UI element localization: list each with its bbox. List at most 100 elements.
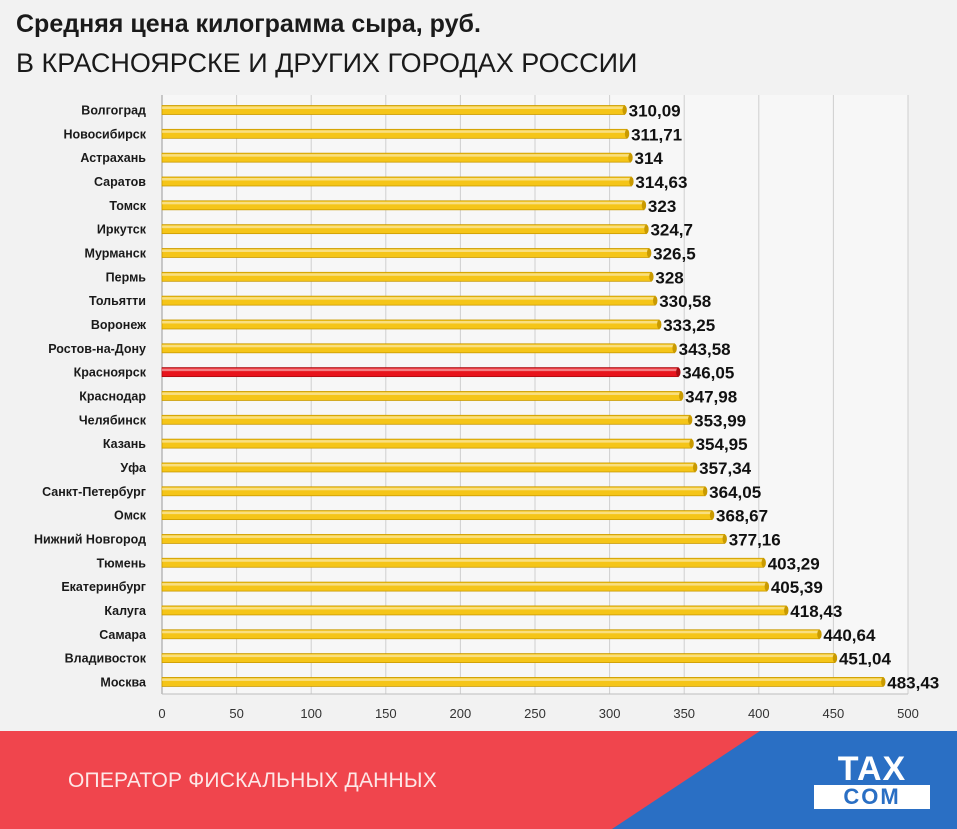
category-label: Челябинск: [79, 413, 147, 427]
value-label: 314: [634, 149, 663, 168]
bar: [161, 534, 727, 544]
value-label: 451,04: [839, 650, 892, 669]
bar-end-cap: [628, 153, 633, 163]
category-label: Тюмень: [97, 556, 147, 570]
bar: [161, 105, 627, 115]
bar-sheen: [162, 678, 884, 681]
value-label: 310,09: [629, 102, 681, 121]
bar: [161, 510, 715, 521]
bar-sheen: [162, 511, 713, 515]
x-tick-label: 250: [524, 706, 546, 721]
category-labels: Волгоград Новосибирск Астрахань Саратов Томс…: [34, 104, 147, 690]
bar-sheen: [162, 416, 691, 419]
bar: [161, 438, 694, 449]
value-label: 483,43: [887, 673, 939, 692]
bar-end-cap: [653, 296, 658, 306]
bar-sheen: [162, 487, 706, 491]
category-label: Иркутск: [97, 223, 147, 237]
category-label: Краснодар: [79, 389, 146, 403]
category-label: Санкт-Петербург: [42, 485, 146, 499]
bar: [161, 343, 677, 354]
bar-end-cap: [676, 367, 681, 377]
value-label: 364,05: [709, 483, 761, 502]
x-tick-label: 50: [229, 706, 243, 721]
category-label: Москва: [100, 675, 147, 689]
value-label: 440,64: [823, 626, 876, 645]
chart-title: Средняя цена килограмма сыра, руб.: [16, 10, 481, 38]
bar-end-cap: [678, 391, 684, 401]
bar-end-cap: [817, 629, 822, 639]
bar-end-cap: [657, 319, 662, 329]
bar-end-cap: [649, 272, 654, 282]
bar: [161, 128, 630, 139]
bar: [161, 295, 658, 306]
bar-sheen: [162, 368, 679, 372]
value-label: 326,5: [653, 244, 696, 263]
bar-sheen: [162, 630, 820, 634]
bar-end-cap: [644, 224, 649, 234]
bar-sheen: [162, 177, 632, 181]
x-tick-label: 400: [748, 706, 770, 721]
value-label: 405,39: [771, 578, 823, 597]
category-label: Самара: [99, 628, 147, 642]
category-label: Саратов: [94, 175, 146, 189]
bar-sheen: [162, 392, 682, 395]
bar: [161, 605, 789, 616]
bar: [161, 581, 770, 592]
value-label: 333,25: [663, 316, 715, 335]
category-label: Екатеринбург: [61, 580, 146, 594]
bar-sheen: [162, 320, 660, 324]
bar-end-cap: [881, 677, 886, 687]
bar-end-cap: [722, 534, 727, 544]
bar-end-cap: [702, 486, 708, 496]
bar-sheen: [162, 344, 675, 348]
value-label: 418,43: [790, 602, 842, 621]
bar: [161, 557, 766, 568]
category-label: Воронеж: [91, 318, 146, 332]
category-label: Томск: [109, 199, 146, 213]
x-tick-label: 350: [673, 706, 695, 721]
value-label: 343,58: [679, 340, 731, 359]
category-label: Калуга: [104, 604, 147, 618]
x-tick-label: 150: [375, 706, 397, 721]
category-label: Уфа: [120, 461, 147, 475]
value-label: 324,7: [650, 221, 693, 240]
bar-sheen: [162, 225, 647, 229]
bar-sheen: [162, 583, 767, 586]
value-label: 314,63: [635, 173, 687, 192]
bar-chart: Волгоград Новосибирск Астрахань Саратов Томс…: [34, 95, 939, 721]
bar-sheen: [162, 654, 835, 658]
value-label: 347,98: [685, 387, 737, 406]
category-label: Нижний Новгород: [34, 532, 146, 546]
value-label: 354,95: [696, 435, 748, 454]
bar-end-cap: [764, 582, 770, 592]
bar-sheen: [162, 249, 650, 252]
bar-end-cap: [622, 105, 627, 115]
category-label: Владивосток: [65, 652, 147, 666]
bar: [161, 367, 681, 378]
category-label: Омск: [114, 509, 147, 523]
bar-end-cap: [641, 200, 647, 210]
bar: [161, 248, 652, 258]
bar-sheen: [162, 559, 764, 562]
category-label: Новосибирск: [63, 127, 146, 141]
x-tick-label: 0: [158, 706, 165, 721]
value-label: 403,29: [768, 554, 820, 573]
value-label: 357,34: [699, 459, 752, 478]
bar-sheen: [162, 201, 644, 205]
bar: [161, 152, 633, 163]
bars: [161, 105, 886, 687]
category-label: Тольятти: [89, 294, 146, 308]
bar: [161, 224, 649, 235]
bar-end-cap: [646, 248, 652, 258]
category-label: Красноярск: [74, 366, 147, 380]
bar-end-cap: [624, 129, 630, 139]
category-label: Мурманск: [85, 246, 147, 260]
x-tick-label: 500: [897, 706, 919, 721]
bar-sheen: [162, 297, 656, 300]
bar: [161, 319, 662, 330]
bar: [161, 176, 634, 187]
bar-end-cap: [629, 176, 634, 186]
value-label: 328: [655, 268, 683, 287]
value-label: 346,05: [682, 364, 734, 383]
